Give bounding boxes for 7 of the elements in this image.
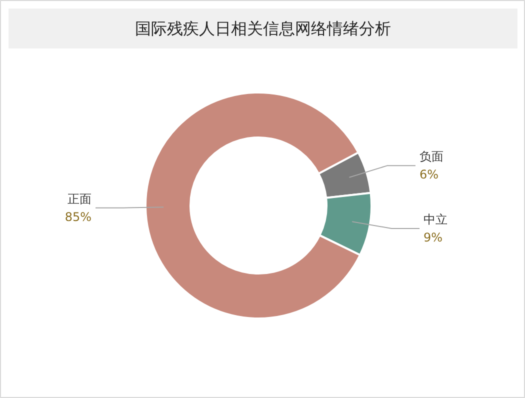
data-label: 85% — [64, 210, 92, 224]
slice-label: 负面 — [419, 150, 444, 164]
chart-title: 国际残疾人日相关信息网络情绪分析 — [135, 19, 391, 38]
slice-label: 正面 — [68, 192, 92, 206]
slice-label: 中立 — [424, 212, 448, 226]
data-label: 6% — [419, 168, 439, 182]
data-label: 9% — [424, 230, 443, 244]
